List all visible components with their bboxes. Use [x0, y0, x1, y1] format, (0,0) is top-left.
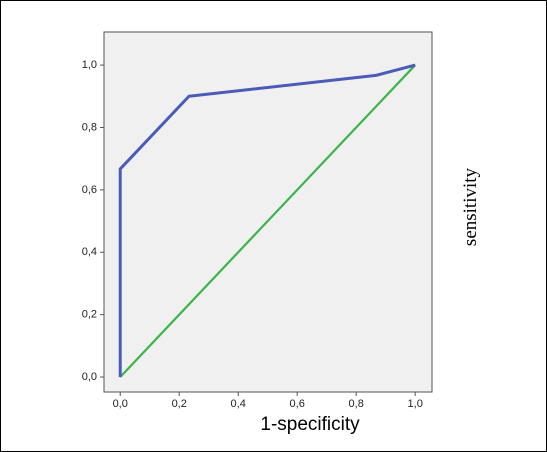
y-tick-label: 0,8 [82, 121, 97, 133]
x-tick-label: 0,0 [113, 398, 128, 410]
x-tick-label: 0,8 [349, 398, 364, 410]
x-tick-label: 0,4 [231, 398, 246, 410]
plot-area [103, 31, 433, 393]
line [119, 64, 416, 378]
y-tick-label: 0,6 [82, 184, 97, 196]
x-tick-label: 1,0 [408, 398, 423, 410]
y-tick-label: 0,0 [82, 371, 97, 383]
line [118, 63, 416, 378]
y-axis-title: sensitivity [460, 167, 481, 246]
x-tick-label: 0,6 [290, 398, 305, 410]
y-tick-label: 0,2 [82, 309, 97, 321]
y-tick-label: 1,0 [82, 59, 97, 71]
x-axis-title: 1-specificity [260, 414, 360, 435]
x-tick-label: 0,2 [172, 398, 187, 410]
y-tick-label: 0,4 [82, 246, 97, 258]
